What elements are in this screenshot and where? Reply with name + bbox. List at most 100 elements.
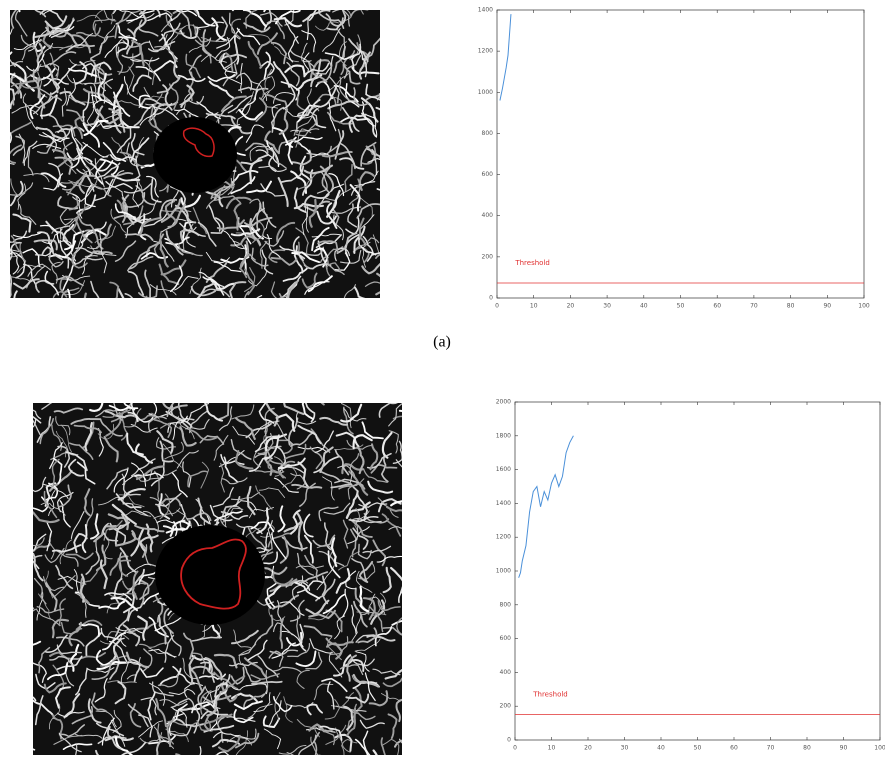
vessel <box>124 293 134 298</box>
vessel <box>265 93 288 112</box>
vessel <box>53 734 83 745</box>
vessel <box>337 29 346 58</box>
vessel <box>55 416 71 436</box>
vessel <box>139 104 156 126</box>
vessel <box>271 532 287 560</box>
vessel <box>158 22 181 42</box>
vessel <box>130 424 158 433</box>
vessel <box>12 213 32 233</box>
vessel <box>368 605 384 633</box>
vessel <box>60 424 72 453</box>
vessel <box>250 673 280 680</box>
vessel <box>227 95 253 114</box>
vessel <box>342 588 349 618</box>
vessel <box>351 614 362 642</box>
vessel <box>286 61 300 87</box>
vessel <box>266 582 277 608</box>
vessel <box>338 550 360 571</box>
vessel <box>298 734 317 755</box>
vessel <box>249 145 269 162</box>
vessel <box>81 62 97 83</box>
vessel <box>221 477 248 485</box>
vessel <box>49 655 75 667</box>
vessel <box>68 67 98 77</box>
vessel <box>43 78 69 87</box>
vessel <box>345 570 357 590</box>
vessel <box>12 135 26 156</box>
y-tick-label: 1400 <box>496 500 511 507</box>
vessel <box>99 559 108 590</box>
vessel <box>265 433 288 452</box>
vessel <box>90 513 100 540</box>
vessel <box>97 423 115 440</box>
vessel <box>273 666 302 673</box>
vessel <box>170 405 189 429</box>
vessel <box>22 93 39 116</box>
vessel <box>70 510 85 539</box>
vessel <box>388 526 402 531</box>
vessel <box>106 631 130 641</box>
vessel <box>130 137 150 163</box>
vessel <box>234 450 254 470</box>
vessel <box>59 90 86 106</box>
vessel <box>108 513 128 531</box>
vessel <box>154 106 181 122</box>
vessel <box>117 53 135 73</box>
vessel <box>164 441 184 460</box>
caption: (a) <box>433 334 451 351</box>
vessel <box>314 430 334 454</box>
vessel <box>138 714 153 738</box>
vessel <box>230 666 245 685</box>
vessel <box>20 34 39 58</box>
vessel <box>172 665 195 685</box>
vessel <box>199 745 202 755</box>
vessel <box>212 177 233 199</box>
vessel <box>334 444 364 451</box>
vessel <box>361 262 380 275</box>
vessel <box>253 76 271 100</box>
x-tick-label: 50 <box>677 303 685 310</box>
vessel <box>321 150 353 158</box>
vessel <box>57 484 72 508</box>
vessel <box>101 522 119 542</box>
vessel <box>382 626 402 636</box>
vessel <box>49 52 59 81</box>
vessel <box>303 62 330 76</box>
vessel <box>76 147 91 176</box>
x-tick-label: 10 <box>548 745 556 752</box>
vessel <box>237 224 264 240</box>
y-tick-label: 400 <box>500 669 512 676</box>
vessel <box>339 142 356 170</box>
vessel <box>33 415 42 424</box>
vessel <box>130 132 145 156</box>
vessel <box>362 235 374 262</box>
vessel <box>260 566 288 575</box>
vessel <box>351 557 368 583</box>
vessel <box>33 696 37 702</box>
vessel <box>350 528 357 558</box>
vessel <box>291 483 323 489</box>
vessel <box>307 275 333 293</box>
vessel <box>35 86 63 102</box>
x-tick-label: 60 <box>713 303 721 310</box>
vessel <box>355 570 373 593</box>
vessel <box>398 738 402 744</box>
vessel <box>169 630 182 657</box>
vessel <box>75 247 105 255</box>
vessel <box>204 656 223 681</box>
vessel <box>94 23 115 39</box>
vessel <box>231 629 259 645</box>
vessel <box>320 183 345 204</box>
vessel <box>369 443 379 471</box>
vessel <box>345 490 359 519</box>
vessel <box>293 187 307 213</box>
vessel <box>122 510 152 517</box>
vessel <box>42 10 53 16</box>
vessel <box>361 37 380 61</box>
vessel <box>153 419 173 438</box>
vessel <box>357 562 376 580</box>
vessel <box>296 669 310 690</box>
vessel <box>303 164 334 175</box>
vessel <box>23 263 38 289</box>
vessel <box>146 295 148 298</box>
